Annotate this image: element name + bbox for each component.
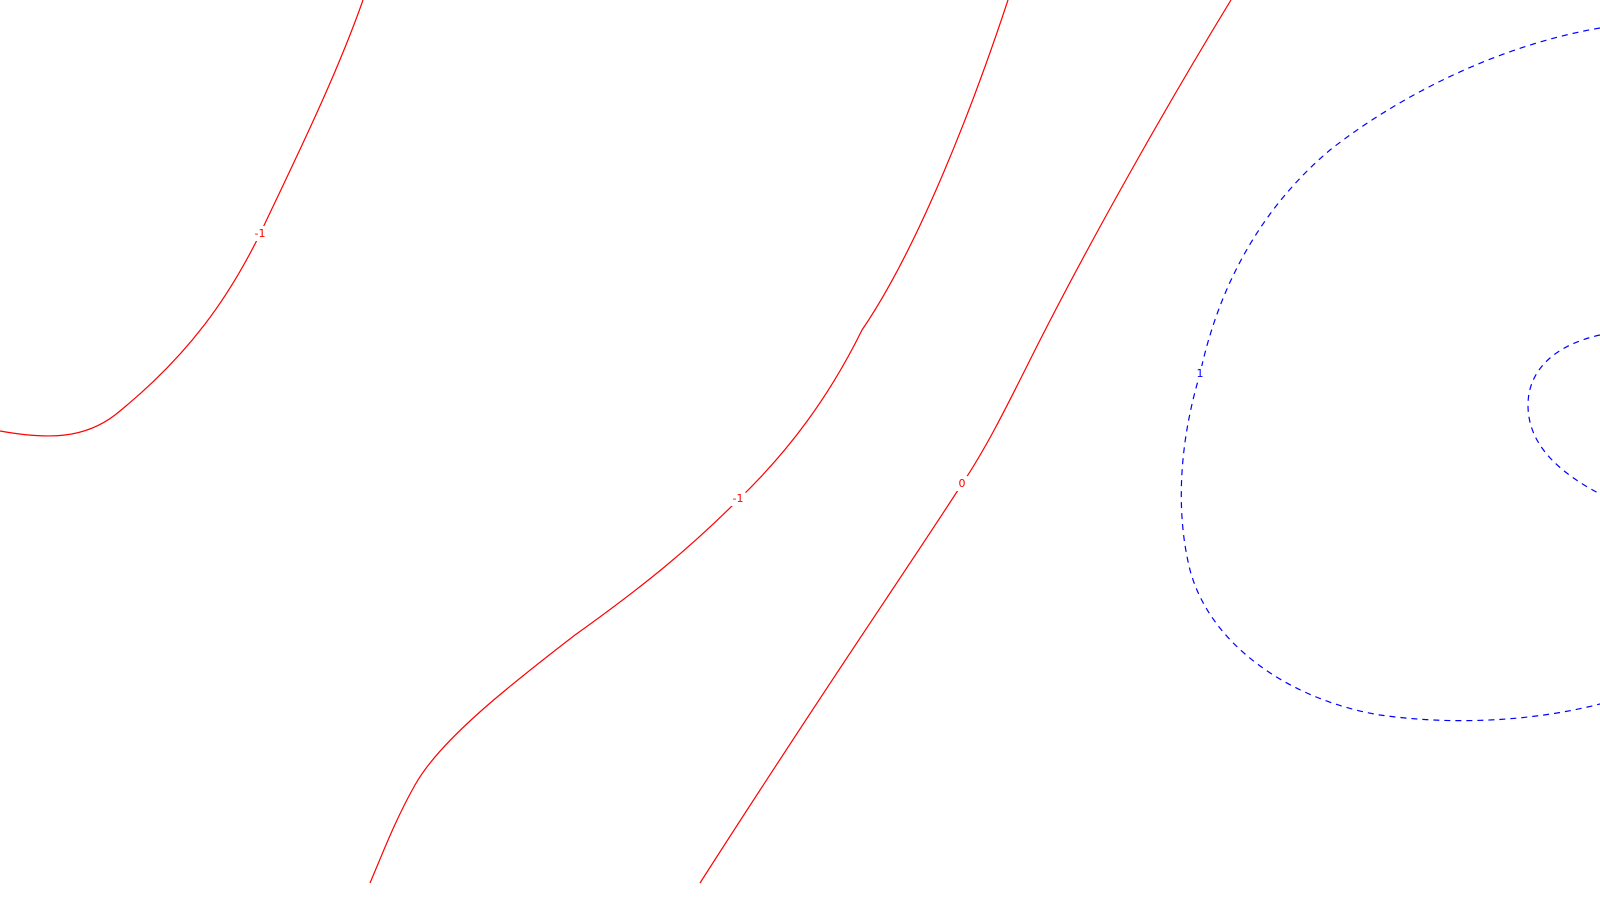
contour-label-gap	[1194, 366, 1206, 381]
contour-line-neg1-middle	[369, 0, 1009, 884]
contour-line-pos1-inner	[1527, 334, 1600, 495]
contour-label-gap	[956, 476, 968, 491]
contour-line-pos1-outer	[1180, 27, 1600, 722]
contour-label-zero: 0	[959, 477, 966, 490]
contour-label-pos1: 1	[1197, 367, 1204, 380]
contour-label-neg1-left: -1	[255, 227, 266, 240]
contour-line-zero	[699, 0, 1232, 884]
contour-line-neg1-left	[0, 0, 364, 437]
contour-label-neg1-middle: -1	[733, 492, 744, 505]
contour-label-gap	[252, 226, 268, 241]
contour-label-gap	[730, 491, 746, 506]
